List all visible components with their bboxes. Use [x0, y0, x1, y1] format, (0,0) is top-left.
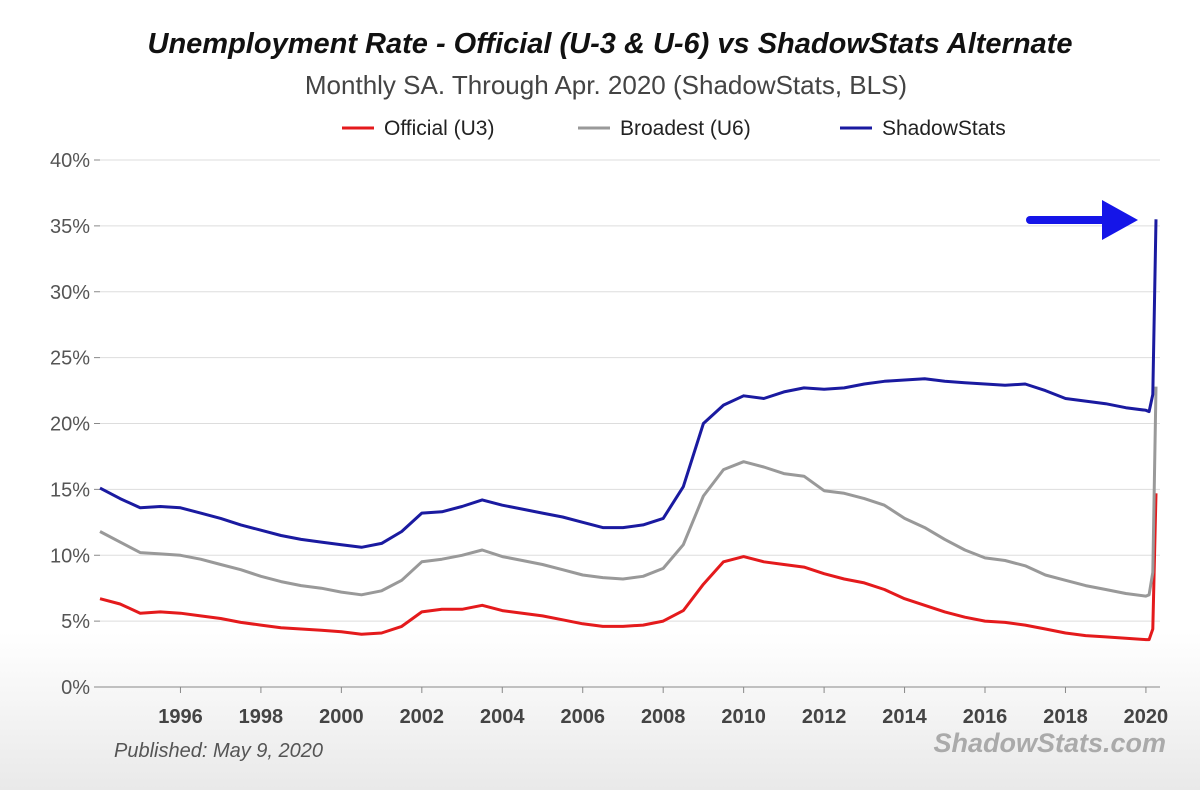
series-line-shadowstats [99, 219, 1158, 549]
y-tick-label: 20% [50, 414, 90, 436]
x-tick-label: 2008 [641, 706, 686, 728]
legend-label-broadest: Broadest (U6) [620, 117, 751, 140]
legend: Official (U3) Broadest (U6) ShadowStats [342, 117, 1006, 140]
x-tick-label: 2016 [963, 706, 1008, 728]
y-tick-label: 40% [50, 150, 90, 172]
y-tick-label: 25% [50, 348, 90, 370]
y-tick-label: 35% [50, 216, 90, 238]
x-tick-label: 2006 [560, 706, 605, 728]
x-tick-label: 2012 [802, 706, 847, 728]
y-tick-label: 10% [50, 545, 90, 567]
legend-label-official: Official (U3) [384, 117, 494, 140]
x-tick-label: 2020 [1124, 706, 1169, 728]
x-tick-label: 2010 [721, 706, 766, 728]
chart-subtitle: Monthly SA. Through Apr. 2020 (ShadowSta… [305, 70, 907, 100]
series-line-official-u3 [99, 493, 1158, 642]
legend-label-shadowstats: ShadowStats [882, 117, 1006, 140]
x-axis: 1996 1998 2000 2002 2004 2006 2008 2010 2012 2014… [158, 687, 1168, 728]
y-tick-label: 0% [61, 677, 90, 699]
x-tick-label: 2018 [1043, 706, 1088, 728]
x-tick-label: 1998 [239, 706, 284, 728]
annotation-arrow [1026, 200, 1138, 240]
published-date: Published: May 9, 2020 [114, 740, 323, 762]
chart-title: Unemployment Rate - Official (U-3 & U-6)… [148, 28, 1073, 60]
y-tick-label: 15% [50, 479, 90, 501]
brand-watermark: ShadowStats.com [933, 728, 1166, 758]
y-axis: 0% 5% 10% 15% 20% 25% 30% 35% 40% [50, 150, 100, 699]
series-line-broadest-u6 [99, 386, 1158, 598]
x-tick-label: 2004 [480, 706, 525, 728]
x-tick-label: 1996 [158, 706, 203, 728]
y-tick-label: 30% [50, 282, 90, 304]
arrow-head [1102, 200, 1138, 240]
x-tick-label: 2002 [400, 706, 445, 728]
y-tick-label: 5% [61, 611, 90, 633]
gridlines [100, 159, 1160, 688]
plot-lines [99, 219, 1158, 642]
x-tick-label: 2000 [319, 706, 364, 728]
x-tick-label: 2014 [882, 706, 927, 728]
